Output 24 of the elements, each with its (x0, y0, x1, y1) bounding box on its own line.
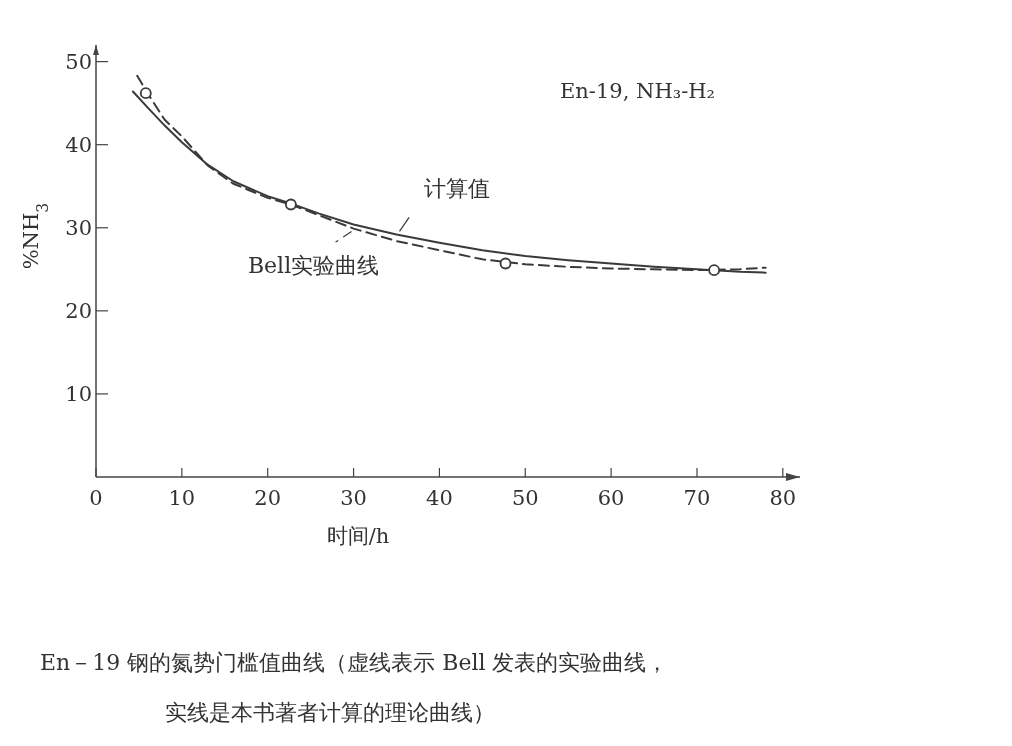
x-tick-label: 60 (597, 486, 625, 510)
series-label: 计算值 (424, 176, 491, 202)
x-tick-label: 10 (168, 486, 196, 510)
x-tick-label: 30 (340, 486, 367, 510)
point (708, 264, 721, 277)
y-tick-label: 30 (65, 215, 92, 240)
x-tick-label: 80 (769, 486, 797, 510)
point (284, 198, 297, 211)
annotation: En-19, NH₃-H₂ (560, 79, 715, 103)
point (139, 87, 152, 100)
x-axis-title: 时间/h (326, 524, 390, 548)
x-tick-label: 0 (89, 486, 103, 510)
text: 实线是本书著者计算的理论曲线） (165, 700, 495, 725)
x-tick-label: 50 (511, 486, 539, 510)
legend-label: Bell实验曲线 (247, 252, 380, 278)
point (499, 257, 512, 270)
text: En－19 钢的氮势门槛值曲线（虚线表示 Bell 发表的实验曲线， (40, 650, 669, 675)
y-tick-label: 20 (65, 298, 92, 323)
y-tick-label: 40 (65, 132, 92, 157)
x-tick-label: 70 (683, 486, 711, 510)
y-tick-label: 50 (65, 49, 92, 74)
x-tick-label: 40 (426, 486, 453, 510)
x-tick-label: 20 (254, 486, 282, 510)
y-tick-label: 10 (65, 381, 92, 406)
